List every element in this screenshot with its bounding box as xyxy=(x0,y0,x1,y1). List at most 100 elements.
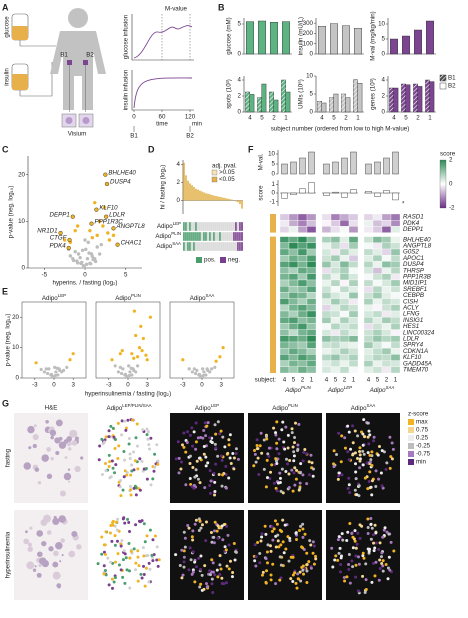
point xyxy=(93,259,98,264)
heat-cell xyxy=(321,348,332,355)
tissue-spot xyxy=(197,556,201,560)
heat-cell xyxy=(363,323,374,330)
tissue-spot xyxy=(260,451,264,455)
tissue-spot xyxy=(258,444,262,448)
point xyxy=(93,200,97,205)
heat-cell xyxy=(288,261,299,268)
y-tick-label: 4 xyxy=(238,77,242,84)
tissue-spot xyxy=(115,528,119,532)
tissue-spot xyxy=(366,487,370,491)
heat-cell xyxy=(390,354,401,361)
tissue-spot xyxy=(219,429,223,433)
heat-cell xyxy=(222,221,226,232)
tissue-spot xyxy=(343,436,347,440)
tissue-spot xyxy=(292,450,296,454)
colorbar xyxy=(439,159,447,209)
tissue-spot xyxy=(265,437,269,441)
tissue-spot xyxy=(151,538,155,542)
tissue-spot xyxy=(205,424,209,428)
tissue-spot xyxy=(232,456,236,460)
tissue-spot xyxy=(136,549,140,553)
tissue-spot xyxy=(109,424,113,428)
tissue-spot xyxy=(123,581,127,585)
tissue-spot xyxy=(363,435,367,439)
tissue-spot xyxy=(211,570,215,574)
heat-cell xyxy=(372,248,383,256)
heat-cell xyxy=(198,241,202,252)
heat-cell xyxy=(297,236,308,243)
heat-cell xyxy=(381,236,392,243)
tissue-spot xyxy=(294,477,298,481)
heat-cell xyxy=(279,360,290,367)
gene-label: ANGPTL8 xyxy=(402,243,432,250)
tissue-spot xyxy=(134,436,138,440)
tissue-spot xyxy=(32,568,37,572)
plot-title-base: Adipo xyxy=(42,295,58,302)
tissue-spot xyxy=(153,465,157,469)
bar xyxy=(207,193,209,201)
tissue-spot xyxy=(383,526,387,530)
tissue-spot xyxy=(191,444,195,448)
gene-label: DUSP4 xyxy=(403,261,424,268)
heat-cell xyxy=(279,348,290,355)
heat-cell xyxy=(297,267,308,274)
heat-cell xyxy=(279,226,290,233)
bar xyxy=(187,180,189,201)
tissue-spot xyxy=(275,441,279,445)
tissue-spot xyxy=(261,570,265,574)
heat-cell xyxy=(288,220,299,227)
tissue-spot xyxy=(107,583,111,587)
tissue-spot xyxy=(356,434,360,438)
mval-bar xyxy=(341,157,348,175)
legend-label: neg. xyxy=(228,257,240,264)
tissue-spot xyxy=(67,447,72,451)
tissue-spot xyxy=(55,541,63,550)
point xyxy=(136,355,140,359)
tissue-spot xyxy=(216,524,220,528)
tissue-spot xyxy=(380,551,384,555)
heat-cell xyxy=(238,241,242,252)
tissue-spot xyxy=(106,556,110,560)
point xyxy=(106,231,110,235)
mval-bar xyxy=(308,151,315,175)
tissue-spot xyxy=(41,454,49,462)
bar-hatch xyxy=(353,79,358,112)
heat-cell xyxy=(381,261,392,268)
tissue-spot xyxy=(111,466,115,470)
point xyxy=(97,219,102,224)
tissue-spot xyxy=(236,457,240,461)
bar xyxy=(237,200,239,203)
heat-cell xyxy=(288,348,299,355)
mval-bar xyxy=(299,157,306,175)
x-tick-label: 3 xyxy=(71,382,75,389)
tissue-spot xyxy=(194,421,198,425)
point xyxy=(145,358,149,362)
tissue-spot xyxy=(216,454,220,458)
heat-cell xyxy=(372,213,383,221)
y-tick-label: 2 xyxy=(382,93,386,100)
tissue-spot xyxy=(194,518,198,522)
tissue-spot xyxy=(104,435,108,439)
legend-label: max xyxy=(416,419,429,426)
tissue-spot xyxy=(279,563,283,567)
tissue-tile xyxy=(248,510,322,600)
tissue-spot xyxy=(142,554,146,558)
gene-label: CHAC1 xyxy=(121,239,142,246)
tissue-spot xyxy=(155,558,159,562)
tissue-spot xyxy=(226,533,230,537)
panel-label: B xyxy=(218,2,225,12)
heat-cell xyxy=(230,241,234,252)
point xyxy=(144,353,148,357)
heat-cell xyxy=(306,273,317,281)
tissue-spot xyxy=(134,561,138,565)
point xyxy=(53,373,57,378)
tissue-spot xyxy=(221,435,225,439)
heat-cell xyxy=(204,241,208,252)
heat-cell xyxy=(363,248,374,256)
tissue-spot xyxy=(351,424,355,428)
tissue-spot xyxy=(199,582,203,586)
tissue-spot xyxy=(134,493,138,497)
tissue-spot xyxy=(355,493,359,497)
tissue-spot xyxy=(138,457,142,461)
tissue-spot xyxy=(230,575,234,579)
